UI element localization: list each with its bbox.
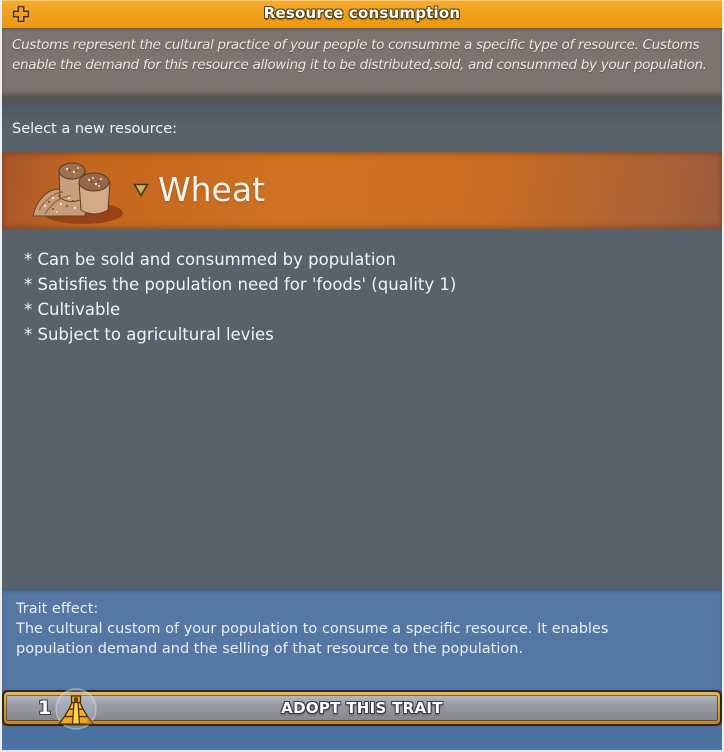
resource-bullet: * Can be sold and consummed by populatio… <box>24 250 396 269</box>
adopt-bar-body <box>6 695 718 721</box>
wheat-sacks-icon <box>29 154 131 232</box>
intro-panel: Customs represent the cultural practice … <box>2 28 722 98</box>
bottom-strip <box>2 726 722 750</box>
resource-bullet-list: * Can be sold and consummed by populatio… <box>24 247 722 347</box>
content-panel: Select a new resource: <box>2 98 722 589</box>
adopt-bar-gold-border <box>4 692 720 724</box>
resource-bullet: * Satisfies the population need for 'foo… <box>24 275 457 294</box>
title-bar: Resource consumption <box>2 0 722 28</box>
plus-button[interactable] <box>11 4 31 24</box>
resource-name: Wheat <box>158 170 266 209</box>
select-resource-label: Select a new resource: <box>12 121 178 137</box>
trait-effect-panel: Trait effect: The cultural custom of you… <box>2 589 722 690</box>
cost-value: 1 <box>38 697 52 719</box>
resource-bullet: * Cultivable <box>24 300 121 319</box>
chevron-down-icon[interactable] <box>133 182 149 201</box>
trait-effect-heading: Trait effect: <box>16 601 99 617</box>
resource-bullet: * Subject to agricultural levies <box>24 325 274 344</box>
trait-effect-description: The cultural custom of your population t… <box>16 621 609 657</box>
pyramid-icon <box>54 687 98 731</box>
footer-bar: 1 ADOPT THIS TRAIT <box>2 688 722 730</box>
plus-icon <box>11 5 31 27</box>
window-title: Resource consumption <box>263 4 461 22</box>
adopt-bar-frame <box>2 690 722 726</box>
intro-text: Customs represent the cultural practice … <box>12 37 707 73</box>
adopt-button-label: ADOPT THIS TRAIT <box>281 699 443 717</box>
resource-dropdown[interactable]: Wheat <box>2 152 722 229</box>
